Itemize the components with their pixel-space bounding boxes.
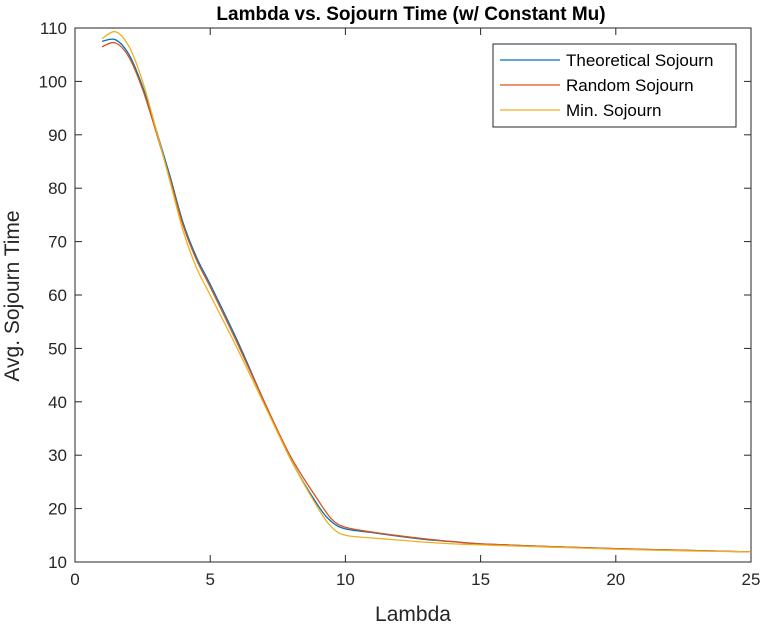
x-tick-label: 25	[742, 570, 761, 589]
x-tick-label: 5	[205, 570, 214, 589]
y-tick-label: 10	[48, 553, 67, 572]
y-tick-label: 40	[48, 393, 67, 412]
y-tick-label: 110	[40, 19, 67, 38]
x-axis-label: Lambda	[375, 603, 451, 626]
y-tick-label: 50	[48, 339, 67, 358]
y-tick-label: 20	[48, 500, 67, 519]
x-tick-label: 20	[606, 570, 625, 589]
legend-label: Theoretical Sojourn	[566, 51, 713, 70]
y-tick-label: 100	[39, 72, 67, 91]
chart-title: Lambda vs. Sojourn Time (w/ Constant Mu)	[216, 4, 605, 25]
y-tick-label: 30	[48, 446, 67, 465]
x-tick-label: 0	[70, 570, 79, 589]
legend-label: Random Sojourn	[566, 76, 694, 95]
y-tick-label: 60	[48, 286, 67, 305]
y-tick-label: 80	[48, 179, 67, 198]
x-tick-label: 10	[336, 570, 355, 589]
legend-label: Min. Sojourn	[566, 101, 661, 120]
series-line-min-sojourn	[101, 30, 752, 553]
y-tick-label: 90	[48, 126, 67, 145]
y-axis-label: Avg. Sojourn Time	[1, 210, 24, 381]
series-line-random-sojourn	[101, 41, 752, 553]
x-tick-label: 15	[471, 570, 490, 589]
y-tick-label: 70	[48, 233, 67, 252]
